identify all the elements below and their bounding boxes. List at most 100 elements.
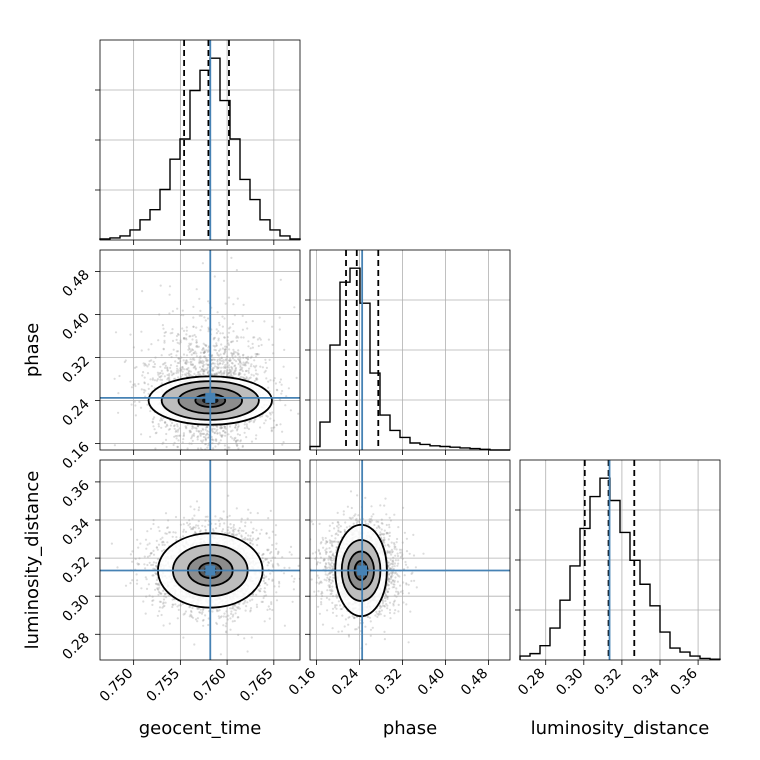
sample-point bbox=[270, 601, 273, 604]
sample-point bbox=[252, 336, 255, 339]
sample-point bbox=[319, 580, 322, 583]
sample-point bbox=[165, 423, 168, 426]
sample-point bbox=[140, 587, 143, 590]
sample-point bbox=[172, 531, 175, 534]
sample-point bbox=[254, 437, 257, 440]
sample-point bbox=[336, 511, 339, 514]
sample-point bbox=[221, 362, 224, 365]
sample-point bbox=[210, 373, 213, 376]
sample-point bbox=[268, 617, 271, 620]
sample-point bbox=[223, 336, 226, 339]
sample-point bbox=[263, 587, 266, 590]
sample-point bbox=[141, 374, 144, 377]
sample-point bbox=[224, 427, 227, 430]
sample-point bbox=[182, 523, 185, 526]
sample-point bbox=[244, 521, 247, 524]
sample-point bbox=[201, 608, 205, 612]
sample-point bbox=[149, 552, 152, 555]
sample-point bbox=[197, 430, 200, 433]
sample-point bbox=[181, 327, 184, 330]
sample-point bbox=[201, 427, 204, 430]
sample-point bbox=[236, 351, 239, 355]
sample-point bbox=[161, 606, 164, 609]
sample-point bbox=[201, 440, 204, 444]
sample-point bbox=[251, 531, 254, 534]
sample-point bbox=[187, 372, 190, 375]
sample-point bbox=[218, 362, 222, 365]
sample-point bbox=[201, 368, 204, 371]
sample-point bbox=[203, 351, 206, 354]
sample-point bbox=[235, 606, 238, 609]
sample-point bbox=[195, 427, 198, 430]
sample-point bbox=[365, 643, 368, 646]
sample-point bbox=[259, 338, 262, 341]
sample-point bbox=[229, 359, 232, 362]
sample-point bbox=[146, 555, 149, 559]
sample-point bbox=[230, 612, 233, 616]
sample-point bbox=[232, 613, 235, 616]
sample-point bbox=[214, 365, 217, 368]
sample-point bbox=[202, 369, 205, 372]
sample-point bbox=[206, 425, 209, 429]
sample-point bbox=[199, 356, 202, 359]
sample-point bbox=[204, 319, 207, 322]
sample-point bbox=[323, 555, 325, 557]
sample-point bbox=[237, 362, 240, 366]
sample-point bbox=[385, 595, 389, 598]
sample-point bbox=[229, 326, 232, 329]
sample-point bbox=[191, 363, 194, 367]
sample-point bbox=[176, 425, 179, 428]
sample-point bbox=[201, 362, 204, 365]
sample-point bbox=[156, 378, 159, 381]
sample-point bbox=[223, 348, 226, 351]
sample-point bbox=[171, 331, 174, 334]
sample-point bbox=[176, 367, 179, 370]
sample-point bbox=[174, 360, 177, 363]
sample-point bbox=[269, 509, 272, 512]
sample-point bbox=[157, 543, 161, 546]
sample-point bbox=[158, 591, 161, 595]
sample-point bbox=[183, 337, 186, 341]
sample-point bbox=[218, 522, 221, 526]
sample-point bbox=[186, 368, 189, 371]
sample-point bbox=[176, 361, 179, 365]
sample-point bbox=[407, 592, 410, 595]
sample-point bbox=[364, 496, 367, 499]
sample-point bbox=[155, 578, 159, 582]
sample-point bbox=[220, 615, 223, 618]
sample-point bbox=[239, 357, 242, 360]
sample-point bbox=[204, 436, 207, 439]
sample-point bbox=[210, 354, 213, 358]
sample-point bbox=[161, 363, 165, 366]
sample-point bbox=[202, 372, 205, 375]
sample-point bbox=[226, 369, 229, 372]
sample-point bbox=[222, 624, 225, 627]
sample-point bbox=[241, 354, 245, 357]
sample-point bbox=[219, 464, 221, 466]
sample-point bbox=[130, 386, 134, 389]
sample-point bbox=[203, 351, 206, 354]
sample-point bbox=[225, 610, 228, 613]
sample-point bbox=[232, 606, 235, 610]
sample-point bbox=[275, 424, 278, 427]
sample-point bbox=[175, 369, 178, 373]
sample-point bbox=[270, 602, 273, 606]
sample-point bbox=[206, 446, 209, 449]
sample-point bbox=[202, 365, 205, 368]
sample-point bbox=[201, 524, 204, 527]
sample-point bbox=[234, 366, 237, 369]
sample-point bbox=[205, 344, 208, 347]
sample-point bbox=[193, 514, 196, 517]
sample-point bbox=[207, 349, 210, 352]
sample-point bbox=[249, 365, 252, 368]
sample-point bbox=[159, 600, 162, 604]
sample-point bbox=[157, 425, 160, 428]
sample-point bbox=[189, 430, 193, 434]
sample-point bbox=[249, 347, 252, 350]
sample-point bbox=[197, 509, 200, 512]
sample-point bbox=[160, 374, 163, 378]
sample-point bbox=[220, 426, 223, 429]
sample-point bbox=[159, 284, 162, 287]
sample-point bbox=[211, 368, 214, 371]
sample-point bbox=[124, 584, 128, 587]
